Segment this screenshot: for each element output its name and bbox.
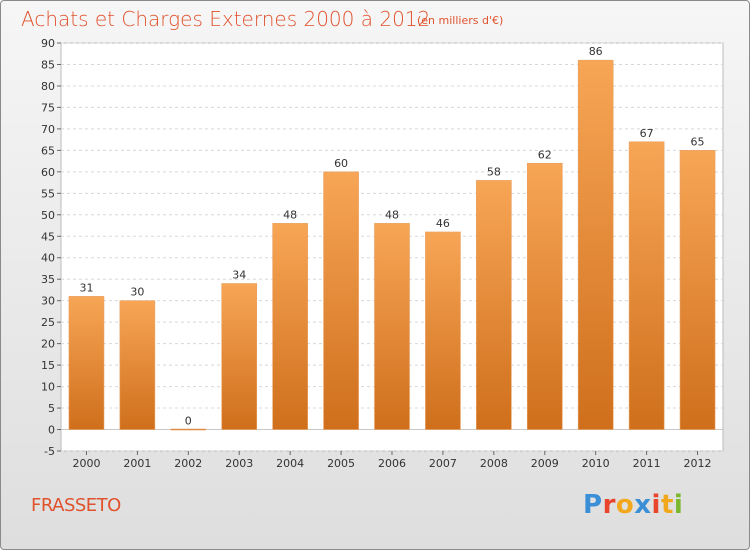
bar-2007 — [425, 231, 461, 430]
x-tick-label: 2007 — [429, 457, 457, 470]
y-tick-label: 10 — [41, 381, 55, 394]
value-label-2011: 67 — [640, 127, 654, 140]
y-tick-label: 65 — [41, 144, 55, 157]
value-label-2008: 58 — [487, 165, 501, 178]
y-tick-label: 15 — [41, 359, 55, 372]
y-tick-label: 50 — [41, 209, 55, 222]
bar-2005 — [323, 171, 359, 430]
value-label-2001: 30 — [130, 286, 144, 299]
x-tick-label: 2012 — [684, 457, 712, 470]
proxiti-logo[interactable]: Proxiti — [583, 490, 683, 520]
y-tick-label: 55 — [41, 187, 55, 200]
value-label-2002: 0 — [185, 415, 192, 428]
y-tick-label: 90 — [41, 37, 55, 50]
x-tick-label: 2001 — [123, 457, 151, 470]
value-label-2006: 48 — [385, 208, 399, 221]
value-label-2007: 46 — [436, 217, 450, 230]
y-tick-label: 30 — [41, 295, 55, 308]
bar-2001 — [119, 300, 156, 430]
logo-letter: o — [615, 490, 635, 520]
x-tick-label: 2008 — [480, 457, 508, 470]
value-label-2012: 65 — [691, 135, 705, 148]
bar-2011 — [628, 141, 665, 430]
y-tick-label: 0 — [48, 424, 55, 437]
value-label-2000: 31 — [79, 281, 93, 294]
value-label-2003: 34 — [232, 269, 246, 282]
value-label-2004: 48 — [283, 208, 297, 221]
bar-2004 — [272, 223, 308, 430]
x-tick-label: 2003 — [225, 457, 253, 470]
y-tick-label: 5 — [48, 402, 55, 415]
value-label-2009: 62 — [538, 148, 552, 161]
bars — [68, 59, 716, 431]
y-axis: -5 0 5 10 15 20 25 30 35 40 45 50 55 60 65 70 75 80 85 90 — [41, 37, 61, 458]
y-tick-label: 80 — [41, 80, 55, 93]
logo-letter: r — [602, 490, 616, 520]
y-tick-label: 45 — [41, 230, 55, 243]
y-tick-label: 75 — [41, 101, 55, 114]
logo-letter: i — [673, 490, 684, 520]
value-label-2010: 86 — [589, 45, 603, 58]
logo-letter: x — [634, 490, 652, 520]
x-axis: 2000 2001 2002 2003 2004 2005 2006 2007 2008 2009… — [72, 451, 712, 470]
x-tick-label: 2005 — [327, 457, 355, 470]
value-label-2005: 60 — [334, 157, 348, 170]
y-tick-label: 60 — [41, 166, 55, 179]
x-tick-label: 2002 — [174, 457, 202, 470]
bar-2002 — [170, 428, 207, 431]
y-tick-label: 20 — [41, 338, 55, 351]
bar-2010 — [577, 59, 614, 430]
y-tick-label: -5 — [44, 445, 55, 458]
x-tick-label: 2011 — [633, 457, 661, 470]
y-tick-label: 70 — [41, 123, 55, 136]
bar-2009 — [526, 162, 563, 430]
y-tick-label: 35 — [41, 273, 55, 286]
chart-subtitle: (en milliers d'€) — [417, 14, 504, 27]
x-tick-label: 2006 — [378, 457, 406, 470]
y-tick-label: 40 — [41, 252, 55, 265]
x-tick-label: 2010 — [582, 457, 610, 470]
chart-title: Achats et Charges Externes 2000 à 2012 — [21, 7, 431, 31]
bar-2012 — [679, 150, 716, 430]
logo-letter: i — [651, 490, 661, 520]
logo-letter: t — [660, 490, 674, 520]
bar-2003 — [221, 283, 258, 430]
x-tick-label: 2009 — [531, 457, 559, 470]
value-labels: 31 30 0 34 48 60 48 46 58 62 86 67 65 — [79, 45, 704, 427]
bar-2008 — [476, 180, 512, 430]
city-name: FRASSETO — [31, 495, 121, 516]
bar-2000 — [68, 296, 105, 430]
x-tick-label: 2004 — [276, 457, 304, 470]
x-tick-label: 2000 — [72, 457, 100, 470]
y-tick-label: 25 — [41, 316, 55, 329]
logo-letter: P — [583, 490, 603, 520]
bar-2006 — [374, 223, 410, 430]
y-tick-label: 85 — [41, 58, 55, 71]
